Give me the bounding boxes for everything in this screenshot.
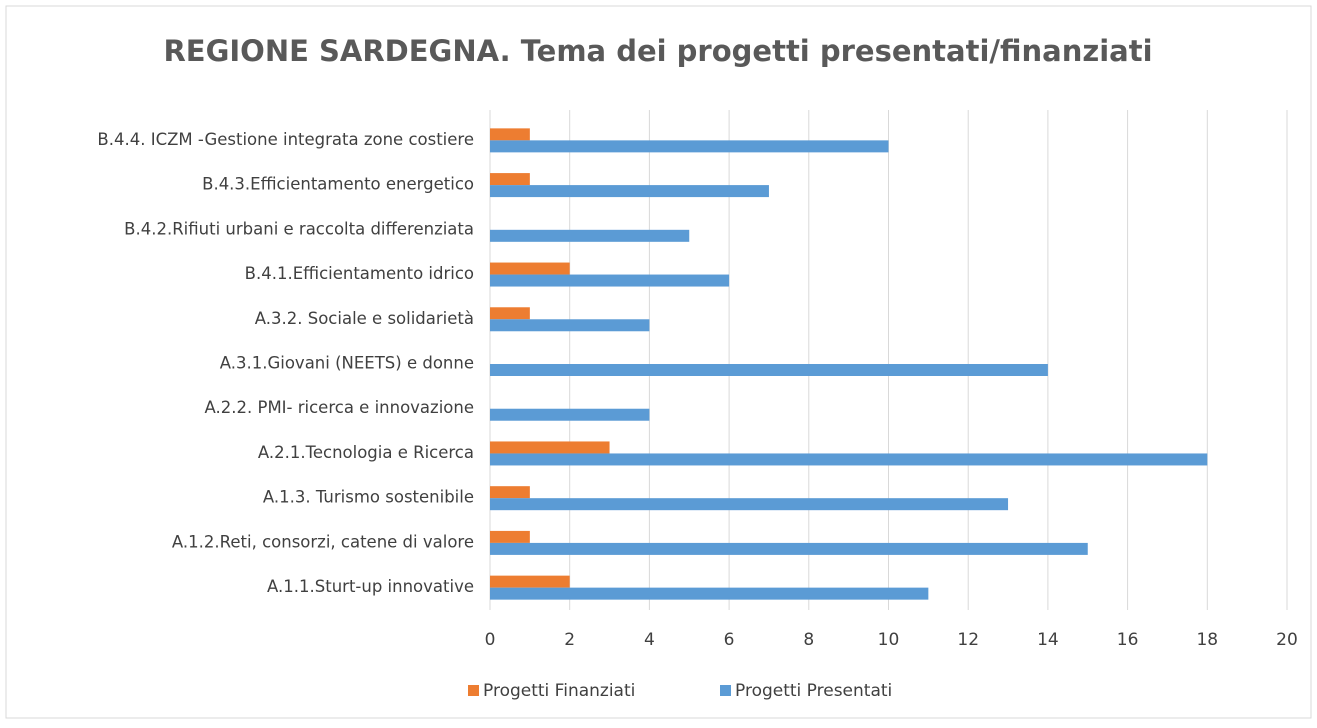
y-tick-label: B.4.4. ICZM -Gestione integrata zone cos… [97, 130, 474, 149]
x-tick-label: 12 [957, 630, 979, 650]
bar [490, 542, 1088, 555]
y-tick-label: B.4.1.Efficientamento idrico [245, 264, 474, 283]
bar [490, 128, 530, 141]
x-tick-label: 0 [485, 630, 496, 650]
y-tick-label: A.3.1.Giovani (NEETS) e donne [220, 354, 474, 373]
bar [490, 486, 530, 499]
y-tick-label: A.1.1.Sturt-up innovative [267, 577, 474, 596]
x-tick-label: 18 [1196, 630, 1218, 650]
y-tick-label: A.1.3. Turismo sostenibile [263, 488, 474, 507]
bar [490, 185, 769, 198]
legend-label: Progetti Presentati [735, 681, 892, 701]
bar [490, 575, 570, 588]
x-tick-label: 14 [1037, 630, 1059, 650]
x-tick-label: 6 [724, 630, 735, 650]
bar [490, 319, 650, 332]
y-tick-label: A.3.2. Sociale e solidarietà [255, 309, 474, 328]
chart-title: REGIONE SARDEGNA. Tema dei progetti pres… [163, 34, 1152, 68]
y-tick-label: A.1.2.Reti, consorzi, catene di valore [172, 532, 474, 551]
bar [490, 408, 650, 421]
legend-label: Progetti Finanziati [483, 681, 635, 701]
bar [490, 364, 1048, 376]
legend-swatch [468, 685, 479, 696]
x-tick-label: 2 [564, 630, 575, 650]
bar [490, 274, 730, 287]
x-tick-label: 8 [803, 630, 814, 650]
bar [490, 140, 889, 153]
bar [490, 530, 530, 543]
bar [490, 262, 570, 275]
y-tick-label: A.2.2. PMI- ricerca e innovazione [205, 398, 474, 417]
legend-swatch [720, 685, 731, 696]
bar [490, 229, 690, 242]
x-tick-label: 10 [878, 630, 900, 650]
x-tick-label: 20 [1276, 630, 1298, 650]
bar [490, 587, 929, 600]
bar [490, 173, 530, 186]
x-tick-label: 4 [644, 630, 655, 650]
x-tick-label: 16 [1117, 630, 1139, 650]
bar [490, 441, 610, 454]
bar [490, 453, 1208, 466]
y-tick-label: B.4.3.Efficientamento energetico [202, 175, 474, 194]
chart-border [5, 5, 1312, 719]
bar [490, 307, 530, 320]
y-tick-label: A.2.1.Tecnologia e Ricerca [258, 443, 474, 462]
y-tick-label: B.4.2.Rifiuti urbani e raccolta differen… [124, 219, 474, 238]
bar [490, 498, 1009, 511]
